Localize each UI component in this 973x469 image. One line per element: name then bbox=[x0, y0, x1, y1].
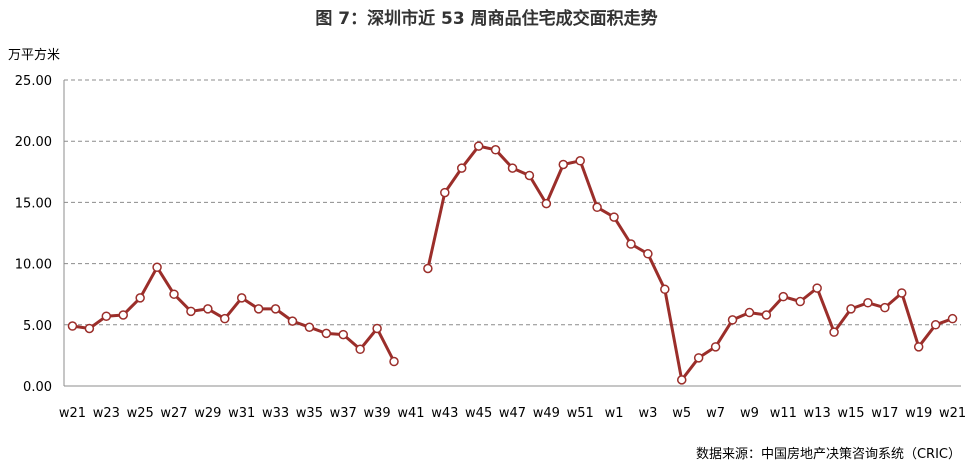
x-tick-label: w17 bbox=[871, 406, 898, 421]
x-tick-label: w21 bbox=[59, 406, 86, 421]
data-point bbox=[473, 141, 484, 151]
data-point bbox=[609, 212, 619, 222]
x-tick-label: w29 bbox=[194, 406, 221, 421]
data-point bbox=[253, 304, 264, 314]
data-point bbox=[490, 145, 501, 155]
x-tick-label: w33 bbox=[262, 406, 289, 421]
x-tick-label: w51 bbox=[567, 406, 594, 421]
x-tick-label: w41 bbox=[397, 406, 424, 421]
x-tick-label: w11 bbox=[770, 406, 797, 421]
data-point bbox=[304, 322, 315, 332]
data-point bbox=[389, 356, 399, 367]
y-tick-label: 15.00 bbox=[15, 196, 52, 211]
data-point bbox=[592, 202, 602, 213]
data-point bbox=[693, 353, 704, 363]
x-tick-label: w9 bbox=[740, 406, 759, 421]
data-point bbox=[930, 320, 941, 330]
x-tick-label: w23 bbox=[93, 406, 120, 421]
x-tick-label: w37 bbox=[330, 406, 357, 421]
x-tick-label: w7 bbox=[706, 406, 725, 421]
x-tick-label: w5 bbox=[672, 406, 691, 421]
x-tick-label: w1 bbox=[605, 406, 624, 421]
chart-title: 图 7：深圳市近 53 周商品住宅成交面积走势 bbox=[315, 9, 658, 29]
data-point bbox=[626, 239, 636, 249]
y-tick-label: 0.00 bbox=[23, 380, 52, 395]
data-point bbox=[913, 342, 924, 352]
y-tick-label: 10.00 bbox=[15, 258, 52, 273]
data-point bbox=[829, 327, 839, 337]
x-tick-label: w3 bbox=[638, 406, 657, 421]
y-axis-unit-label: 万平方米 bbox=[8, 48, 61, 63]
data-point bbox=[118, 310, 128, 320]
data-point bbox=[507, 163, 518, 173]
x-tick-label: w35 bbox=[296, 406, 323, 421]
data-point bbox=[897, 288, 907, 298]
x-tick-label: w39 bbox=[364, 406, 391, 421]
data-point bbox=[372, 323, 382, 334]
data-point bbox=[423, 263, 433, 274]
data-point bbox=[676, 375, 687, 385]
data-point bbox=[524, 170, 535, 181]
data-point bbox=[558, 159, 569, 170]
data-point bbox=[643, 249, 653, 259]
data-point bbox=[135, 293, 145, 303]
data-point bbox=[101, 311, 112, 321]
y-tick-label: 20.00 bbox=[15, 135, 52, 150]
data-point bbox=[169, 289, 179, 299]
data-point bbox=[660, 284, 670, 295]
data-point bbox=[236, 293, 247, 303]
x-tick-label: w25 bbox=[127, 406, 154, 421]
data-point bbox=[541, 198, 552, 209]
x-tick-label: w27 bbox=[160, 406, 187, 421]
data-point bbox=[812, 283, 822, 293]
data-point bbox=[456, 163, 467, 173]
data-point bbox=[846, 304, 856, 314]
data-point bbox=[947, 313, 958, 324]
data-point bbox=[321, 328, 332, 339]
data-point bbox=[710, 342, 721, 352]
x-tick-label: w45 bbox=[465, 406, 492, 421]
data-point bbox=[84, 323, 95, 334]
x-tick-label: w13 bbox=[804, 406, 831, 421]
x-tick-label: w31 bbox=[228, 406, 255, 421]
data-point bbox=[880, 302, 890, 313]
series-line bbox=[72, 144, 954, 382]
x-tick-label: w43 bbox=[431, 406, 458, 421]
data-source-note: 数据来源：中国房地产决策咨询系统（CRIC） bbox=[695, 447, 961, 462]
data-point bbox=[203, 304, 213, 314]
x-tick-label: w49 bbox=[533, 406, 560, 421]
y-tick-label: 5.00 bbox=[23, 319, 52, 334]
x-tick-label: w19 bbox=[905, 406, 932, 421]
x-tick-label: w21 bbox=[939, 406, 966, 421]
data-point bbox=[575, 156, 585, 166]
data-point bbox=[778, 291, 789, 302]
data-point bbox=[744, 307, 755, 318]
data-point bbox=[67, 321, 78, 331]
data-point bbox=[220, 313, 230, 324]
x-tick-label: w15 bbox=[837, 406, 864, 421]
data-point bbox=[338, 329, 349, 340]
data-point bbox=[727, 315, 738, 325]
data-point bbox=[152, 262, 162, 273]
data-point bbox=[761, 310, 772, 320]
data-point bbox=[186, 306, 196, 317]
data-point bbox=[287, 316, 298, 326]
data-point bbox=[863, 298, 873, 308]
data-point bbox=[355, 344, 365, 355]
data-point bbox=[270, 304, 281, 314]
data-point bbox=[440, 187, 450, 198]
x-tick-label: w47 bbox=[499, 406, 526, 421]
data-point bbox=[795, 296, 805, 307]
y-tick-label: 25.00 bbox=[15, 74, 52, 89]
